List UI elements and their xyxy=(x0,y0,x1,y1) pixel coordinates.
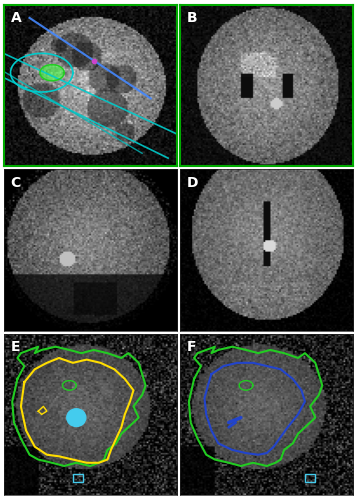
Bar xyxy=(73,474,83,482)
Text: F: F xyxy=(187,340,197,354)
Text: B: B xyxy=(187,12,198,26)
Polygon shape xyxy=(40,64,64,80)
Bar xyxy=(305,474,315,482)
Circle shape xyxy=(67,409,86,426)
Text: A: A xyxy=(10,12,21,26)
Text: C: C xyxy=(10,176,21,190)
Text: E: E xyxy=(10,340,20,354)
Text: D: D xyxy=(187,176,198,190)
